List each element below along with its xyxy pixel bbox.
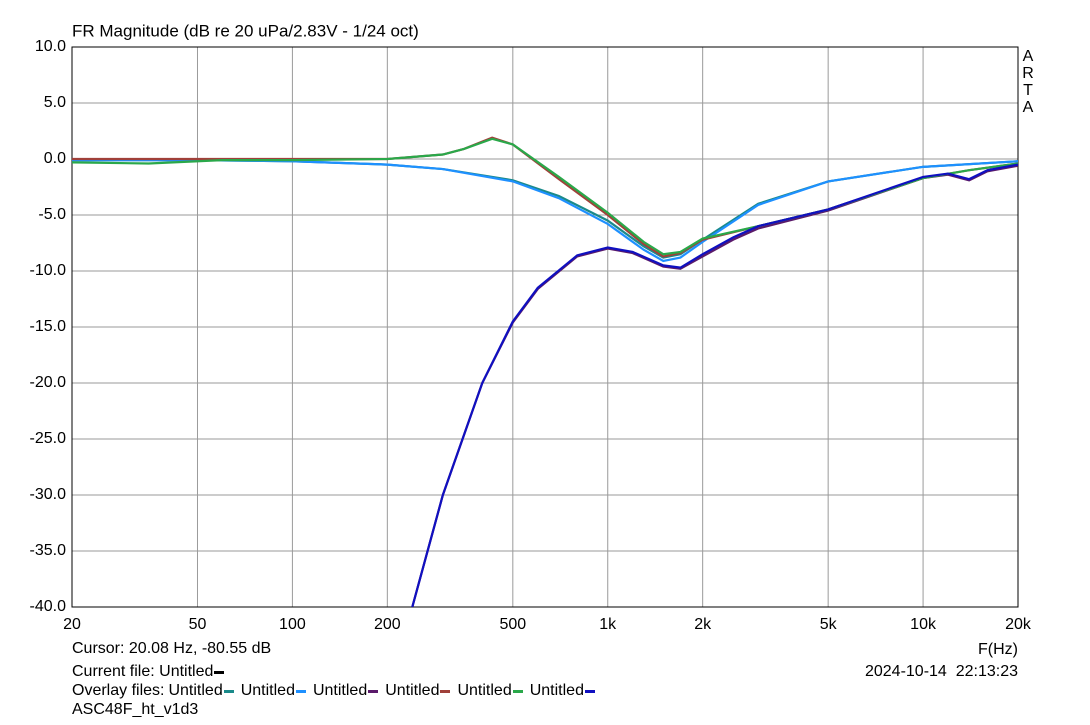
legend-label: Untitled <box>457 682 512 699</box>
legend-title: Overlay files: <box>72 682 165 699</box>
x-tick-label: 2k <box>694 616 712 633</box>
legend-label: Untitled <box>385 682 440 699</box>
chart-title: FR Magnitude (dB re 20 uPa/2.83V - 1/24 … <box>72 21 419 40</box>
x-tick-label: 500 <box>499 616 526 633</box>
series-line <box>72 136 1018 258</box>
legend-label: Untitled <box>168 682 223 699</box>
legend-swatch <box>214 670 225 674</box>
legend-swatch <box>440 689 451 693</box>
y-tick-label: 10.0 <box>35 38 66 55</box>
y-tick-label: 0.0 <box>44 150 66 167</box>
legend-label: Untitled <box>529 682 584 699</box>
y-tick-label: -30.0 <box>30 486 67 503</box>
x-tick-label: 100 <box>279 616 306 633</box>
legend-swatch <box>295 689 306 693</box>
x-tick-label: 20 <box>63 616 81 633</box>
timestamp: 2024-10-14 22:13:23 <box>864 663 1018 680</box>
series-line <box>411 163 1018 607</box>
legend-swatch <box>512 689 523 693</box>
x-tick-label: 5k <box>820 616 838 633</box>
plot-lines <box>72 136 1018 607</box>
current-file: Current file: Untitled <box>72 663 227 681</box>
series-line <box>72 159 1018 263</box>
y-tick-label: -35.0 <box>30 542 67 559</box>
current-file-text: Current file: Untitled <box>72 663 214 680</box>
y-tick-label: -40.0 <box>30 598 67 615</box>
footer: ASC48F_ht_v1d3 <box>72 701 199 718</box>
x-axis-label: F(Hz) <box>978 641 1018 658</box>
legend-label: Untitled <box>240 682 295 699</box>
plot-frame <box>71 46 1019 608</box>
y-tick-label: -10.0 <box>30 262 67 279</box>
cursor-readout: Cursor: 20.08 Hz, -80.55 dB <box>72 640 272 657</box>
y-tick-label: -25.0 <box>30 430 67 447</box>
x-tick-label: 200 <box>374 616 401 633</box>
legend-swatch <box>368 689 379 693</box>
x-tick-label: 1k <box>599 616 617 633</box>
y-tick-label: -20.0 <box>30 374 67 391</box>
y-tick-label: -15.0 <box>30 318 67 335</box>
y-tick-label: 5.0 <box>44 94 66 111</box>
x-tick-label: 50 <box>189 616 207 633</box>
x-tick-label: 20k <box>1005 616 1032 633</box>
legend-label: Untitled <box>312 682 368 699</box>
legend-swatch <box>223 689 234 693</box>
x-tick-label: 10k <box>910 616 937 633</box>
legend-swatch <box>584 689 595 693</box>
legend: Overlay files: Untitled Untitled Untitled Un… <box>72 682 598 700</box>
series-line <box>72 137 1018 256</box>
y-tick-label: -5.0 <box>38 206 66 223</box>
